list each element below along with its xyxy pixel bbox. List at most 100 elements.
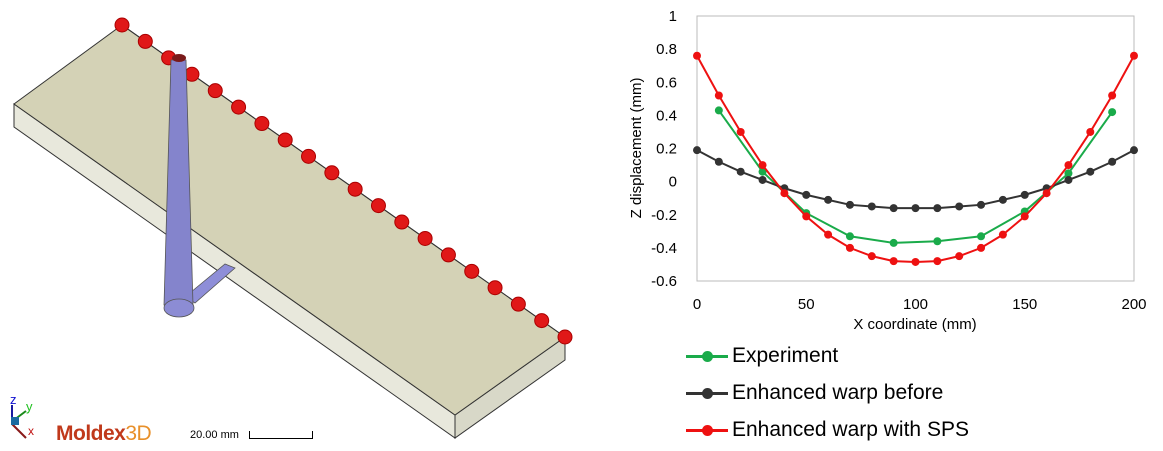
legend-swatch — [686, 424, 728, 436]
series-enhanced-warp-before — [693, 146, 1138, 213]
legend-label: Enhanced warp before — [732, 381, 944, 404]
data-point — [714, 106, 723, 115]
measurement-point — [137, 33, 153, 49]
data-point — [1042, 189, 1051, 198]
axis-x-label: x — [28, 424, 34, 438]
plate-top-face — [13, 24, 566, 416]
data-point — [824, 195, 833, 204]
legend-item-before: Enhanced warp before — [686, 381, 943, 405]
axis-y-label: y — [26, 399, 33, 414]
y-tick-label: 0.6 — [656, 74, 677, 91]
data-point — [1108, 108, 1117, 117]
legend-label: Enhanced warp with SPS — [732, 418, 969, 441]
data-point — [824, 230, 833, 239]
data-point — [911, 257, 920, 266]
data-point — [1064, 161, 1073, 170]
y-axis-label: Z displacement (mm) — [628, 78, 645, 219]
logo-suffix: 3D — [125, 422, 152, 445]
measurement-point — [254, 116, 270, 132]
data-point — [736, 167, 745, 176]
measurement-point — [184, 66, 200, 82]
scale-label: 20.00 mm — [190, 429, 239, 441]
measurement-point — [347, 181, 363, 197]
moldex3d-logo: Moldex3D — [56, 422, 152, 446]
data-point — [933, 204, 942, 213]
measurement-point — [207, 83, 223, 99]
data-point — [955, 202, 964, 211]
measurement-point — [440, 247, 456, 263]
data-point — [998, 230, 1007, 239]
data-point — [714, 91, 723, 100]
data-point — [1064, 169, 1073, 178]
legend-item-experiment: Experiment — [686, 344, 838, 368]
measurement-point — [277, 132, 293, 148]
x-axis-label: X coordinate (mm) — [853, 316, 976, 333]
x-tick-label: 150 — [1012, 296, 1037, 313]
data-point — [1020, 212, 1029, 221]
data-point — [977, 232, 986, 241]
data-point — [693, 51, 701, 60]
measurement-point — [394, 214, 410, 230]
legend-swatch — [686, 387, 728, 399]
data-point — [977, 200, 986, 209]
measurement-point — [370, 198, 386, 214]
measurement-point — [231, 99, 247, 115]
measurement-point — [510, 296, 526, 312]
y-tick-label: 0.4 — [656, 107, 677, 124]
data-point — [1130, 146, 1138, 155]
y-tick-label: 0.2 — [656, 141, 677, 158]
measurement-point — [417, 230, 433, 246]
data-point — [889, 204, 898, 213]
warpage-chart: 0 50 100 150 200 1 0.8 0.6 0.4 0.2 0 -0.2 -0.4 -0.6 X… — [628, 8, 1147, 333]
data-point — [889, 257, 898, 266]
series-line — [696, 55, 1135, 263]
measurement-point — [301, 148, 317, 164]
measurement-point — [534, 313, 550, 329]
logo-text: Moldex — [56, 422, 126, 445]
moldex3d-model-view: z y x — [10, 17, 573, 439]
axis-z-label: z — [10, 392, 17, 407]
scale-bar — [249, 431, 313, 439]
x-tick-label: 100 — [903, 296, 928, 313]
measurement-point — [464, 263, 480, 279]
y-tick-label: -0.2 — [651, 207, 677, 224]
x-tick-label: 0 — [693, 296, 701, 313]
series-experiment — [714, 106, 1117, 247]
data-point — [1108, 91, 1117, 100]
data-point — [714, 157, 723, 166]
axis-triad: z y x — [10, 392, 34, 439]
sprue-base — [163, 298, 195, 318]
series-line — [718, 109, 1113, 244]
y-tick-label: -0.4 — [651, 240, 677, 257]
measurement-point — [557, 329, 573, 345]
data-point — [933, 237, 942, 246]
measurement-point — [324, 165, 340, 181]
data-point — [1086, 127, 1095, 136]
data-point — [758, 161, 767, 170]
data-point — [780, 189, 789, 198]
x-tick-label: 50 — [798, 296, 815, 313]
data-point — [1108, 157, 1117, 166]
data-point — [977, 243, 986, 252]
measurement-point — [487, 280, 503, 296]
data-point — [1020, 190, 1029, 199]
y-tick-label: -0.6 — [651, 273, 677, 290]
data-point — [736, 127, 745, 136]
y-tick-label: 0.8 — [656, 41, 677, 58]
legend-label: Experiment — [732, 344, 839, 367]
y-tick-label: 0 — [669, 174, 677, 191]
legend-swatch — [686, 350, 728, 362]
data-point — [1086, 167, 1095, 176]
data-point — [845, 243, 854, 252]
data-point — [693, 146, 701, 155]
data-point — [758, 175, 767, 184]
data-point — [758, 167, 767, 176]
measurement-point — [114, 17, 130, 33]
data-point — [802, 212, 811, 221]
series-enhanced-warp-with-sps — [693, 51, 1138, 266]
data-point — [867, 202, 876, 211]
data-point — [998, 195, 1007, 204]
legend-item-sps: Enhanced warp with SPS — [686, 418, 969, 442]
data-point — [911, 204, 920, 213]
data-point — [1130, 51, 1138, 60]
